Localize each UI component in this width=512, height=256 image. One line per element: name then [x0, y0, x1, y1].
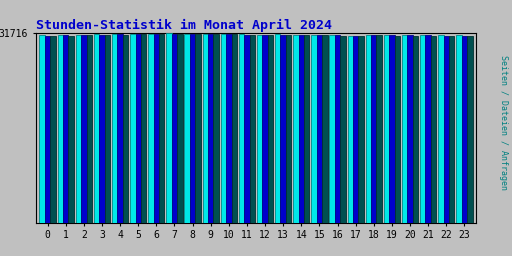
Bar	[104, 35, 110, 223]
Bar	[371, 35, 376, 223]
Bar	[231, 34, 237, 223]
Bar	[57, 35, 63, 223]
Bar	[136, 34, 141, 223]
Bar	[395, 36, 400, 223]
Bar	[348, 36, 353, 223]
Bar	[298, 35, 304, 223]
Bar	[141, 34, 146, 223]
Bar	[166, 34, 172, 223]
Bar	[177, 34, 183, 223]
Bar	[304, 35, 309, 223]
Bar	[130, 34, 136, 223]
Bar	[358, 36, 364, 223]
Bar	[322, 35, 328, 223]
Bar	[275, 35, 281, 223]
Bar	[45, 36, 50, 223]
Bar	[69, 36, 74, 223]
Bar	[366, 35, 371, 223]
Bar	[293, 35, 298, 223]
Bar	[250, 35, 255, 223]
Bar	[425, 35, 431, 223]
Bar	[195, 34, 201, 223]
Bar	[431, 36, 436, 223]
Bar	[449, 36, 455, 223]
Text: Stunden-Statistik im Monat April 2024: Stunden-Statistik im Monat April 2024	[36, 19, 332, 32]
Bar	[87, 35, 92, 223]
Bar	[389, 35, 395, 223]
Bar	[353, 36, 358, 223]
Bar	[190, 34, 195, 223]
Bar	[413, 36, 418, 223]
Bar	[159, 34, 164, 223]
Bar	[244, 35, 250, 223]
Bar	[329, 35, 335, 223]
Bar	[456, 35, 462, 223]
Bar	[257, 35, 262, 223]
Bar	[443, 36, 449, 223]
Bar	[94, 35, 99, 223]
Bar	[226, 34, 231, 223]
Bar	[384, 35, 389, 223]
Bar	[221, 34, 226, 223]
Bar	[340, 36, 346, 223]
Bar	[335, 36, 340, 223]
Bar	[438, 35, 443, 223]
Bar	[50, 36, 56, 223]
Bar	[154, 34, 159, 223]
Bar	[39, 35, 45, 223]
Bar	[376, 36, 382, 223]
Bar	[262, 35, 268, 223]
Bar	[112, 34, 117, 223]
Bar	[99, 35, 104, 223]
Bar	[81, 35, 87, 223]
Bar	[239, 35, 244, 223]
Bar	[63, 35, 69, 223]
Bar	[117, 34, 123, 223]
Bar	[172, 34, 177, 223]
Bar	[203, 34, 208, 223]
Bar	[420, 35, 425, 223]
Bar	[467, 36, 473, 223]
Bar	[148, 34, 154, 223]
Bar	[123, 35, 128, 223]
Bar	[281, 35, 286, 223]
Bar	[317, 35, 322, 223]
Bar	[402, 35, 408, 223]
Bar	[408, 35, 413, 223]
Bar	[208, 34, 214, 223]
Bar	[462, 36, 467, 223]
Bar	[76, 35, 81, 223]
Bar	[286, 35, 291, 223]
Text: Seiten / Dateien / Anfragen: Seiten / Dateien / Anfragen	[499, 55, 508, 190]
Bar	[268, 35, 273, 223]
Bar	[311, 35, 317, 223]
Bar	[214, 34, 219, 223]
Bar	[184, 34, 190, 223]
